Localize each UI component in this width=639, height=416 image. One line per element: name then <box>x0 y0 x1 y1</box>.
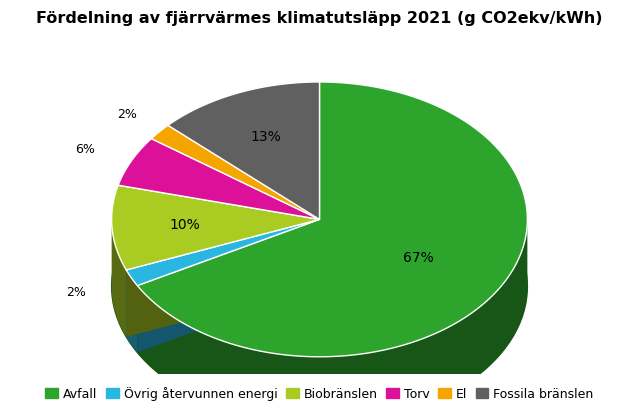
Text: 67%: 67% <box>403 251 433 265</box>
Polygon shape <box>112 185 320 270</box>
Polygon shape <box>127 219 320 285</box>
Text: 10%: 10% <box>169 218 200 232</box>
Polygon shape <box>127 219 320 337</box>
Legend: Avfall, Övrig återvunnen energi, Biobränslen, Torv, El, Fossila bränslen: Avfall, Övrig återvunnen energi, Biobrän… <box>40 381 599 406</box>
Text: 6%: 6% <box>75 143 95 156</box>
Polygon shape <box>137 82 527 357</box>
Polygon shape <box>137 218 527 416</box>
Ellipse shape <box>112 149 527 416</box>
Polygon shape <box>118 139 320 219</box>
Polygon shape <box>137 219 320 352</box>
Text: 2%: 2% <box>118 108 137 121</box>
Polygon shape <box>127 270 137 352</box>
Polygon shape <box>151 125 320 219</box>
Polygon shape <box>168 82 320 219</box>
Polygon shape <box>127 219 320 337</box>
Text: 13%: 13% <box>250 130 281 144</box>
Polygon shape <box>137 219 320 352</box>
Text: Fördelning av fjärrvärmes klimatutsläpp 2021 (g CO2ekv/kWh): Fördelning av fjärrvärmes klimatutsläpp … <box>36 11 603 26</box>
Text: 2%: 2% <box>66 286 86 299</box>
Polygon shape <box>112 218 127 337</box>
